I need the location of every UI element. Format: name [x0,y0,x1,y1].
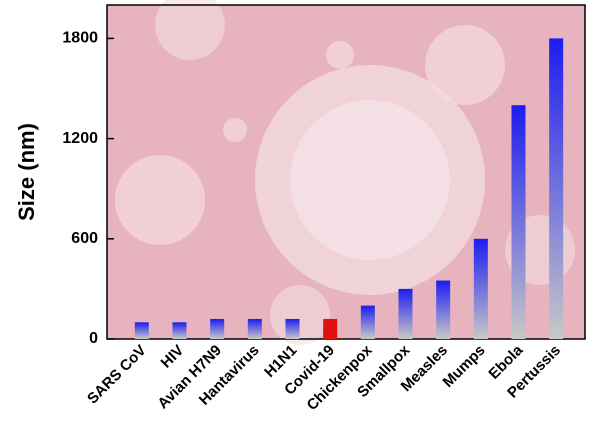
bar [323,318,338,339]
x-tick-label: SARS CoV [84,342,150,408]
bar [360,305,375,339]
y-tick-label: 1800 [62,30,98,47]
y-tick-label: 0 [89,330,98,347]
bar [172,322,187,339]
bar [436,280,451,339]
bar [210,318,225,339]
y-tick-label: 600 [71,230,98,247]
bar [285,318,300,339]
bar [134,322,149,339]
y-axis-label: Size (nm) [14,123,39,221]
y-tick-label: 1200 [62,130,98,147]
x-tick-label: Mumps [440,342,489,391]
bar [511,105,526,339]
bar [398,288,413,339]
bar [473,238,488,339]
x-tick-label: HIV [158,342,188,372]
bar [549,38,564,340]
bar [247,318,262,339]
plot-frame [106,4,586,340]
